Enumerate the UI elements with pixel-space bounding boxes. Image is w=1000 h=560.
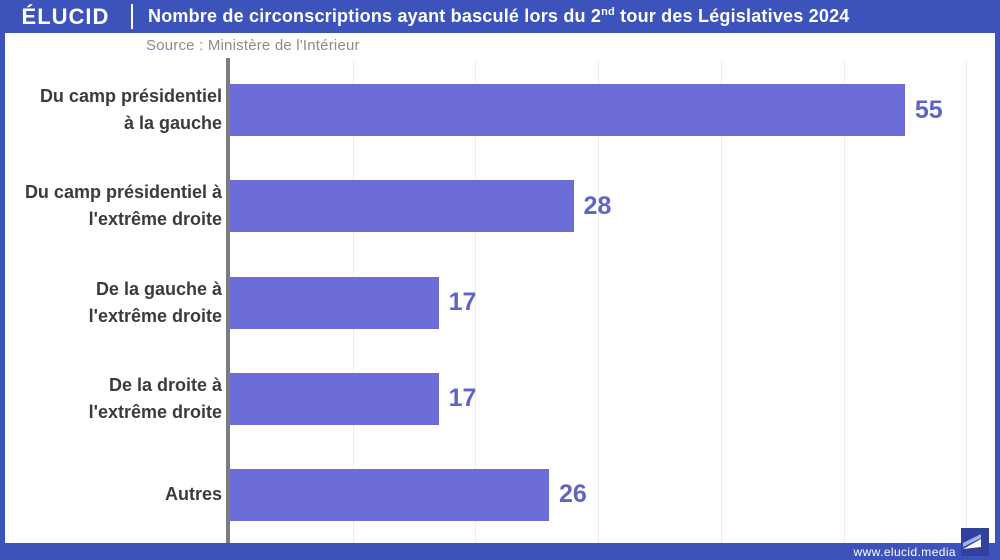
category-label: Du camp présidentiel à la gauche bbox=[39, 86, 222, 134]
value-bar bbox=[230, 468, 550, 521]
value-bar bbox=[230, 276, 439, 329]
gridline bbox=[598, 62, 600, 543]
bar-row: De la gauche à l'extrême droite 17 bbox=[5, 254, 995, 350]
value-label: 28 bbox=[583, 191, 612, 220]
category-label: De la droite à l'extrême droite bbox=[88, 374, 222, 422]
page-title-pre: Nombre de circonscriptions ayant basculé… bbox=[148, 6, 602, 26]
bar-area: 28 bbox=[230, 158, 995, 254]
footer: www.elucid.media bbox=[0, 528, 1000, 560]
page-title-post: tour des Législatives 2024 bbox=[614, 6, 850, 26]
bar-row: Autres 26 bbox=[5, 447, 995, 543]
bar-area: 17 bbox=[230, 254, 995, 350]
value-label: 17 bbox=[448, 288, 477, 316]
bar-row: Du camp présidentiel à la gauche 55 bbox=[5, 62, 995, 158]
gridline bbox=[475, 62, 477, 543]
footer-url: www.elucid.media bbox=[853, 545, 956, 559]
bar-area: 26 bbox=[230, 447, 995, 543]
bar-area: 55 bbox=[230, 62, 995, 158]
elucid-logo: ÉLUCID bbox=[21, 3, 110, 29]
category-label: Autres bbox=[164, 484, 222, 505]
page-title-superscript: nd bbox=[601, 6, 615, 18]
bar-area: 17 bbox=[230, 351, 995, 447]
gridline bbox=[843, 62, 845, 543]
bar-rows: Du camp présidentiel à la gauche 55 Du cam… bbox=[5, 62, 995, 543]
header: ÉLUCID Nombre de circonscriptions ayant … bbox=[0, 0, 1000, 33]
bar-row: De la droite à l'extrême droite 17 bbox=[5, 351, 995, 447]
right-border bbox=[995, 33, 1000, 543]
value-label: 17 bbox=[448, 384, 477, 413]
bar-row: Du camp présidentiel à l'extrême droite 2… bbox=[5, 158, 995, 254]
source-label: Source : Ministère de l'Intérieur bbox=[146, 37, 360, 54]
value-bar bbox=[230, 180, 574, 233]
value-label: 26 bbox=[559, 480, 587, 509]
category-label: De la gauche à l'extrême droite bbox=[88, 278, 222, 326]
value-bar bbox=[230, 372, 439, 425]
value-bar bbox=[230, 84, 905, 137]
left-border bbox=[0, 33, 5, 543]
elucid-logomark-icon bbox=[961, 528, 989, 556]
header-separator bbox=[131, 4, 133, 29]
page-title: Nombre de circonscriptions ayant basculé… bbox=[148, 6, 850, 27]
axis-line bbox=[226, 58, 230, 543]
gridline bbox=[966, 62, 968, 543]
category-label: Du camp présidentiel à l'extrême droite bbox=[24, 182, 222, 230]
gridline bbox=[720, 62, 722, 543]
value-label: 55 bbox=[914, 95, 943, 124]
